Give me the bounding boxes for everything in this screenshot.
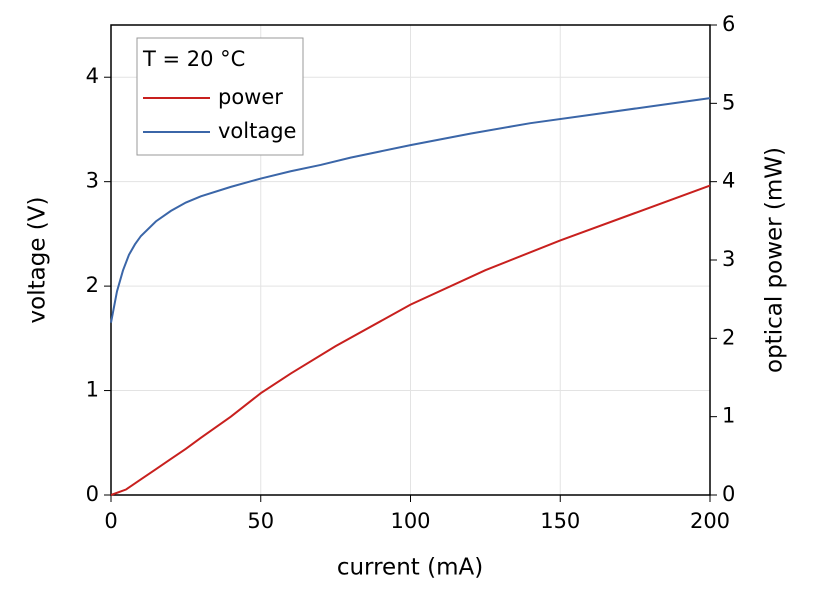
y-tick-label: 3	[86, 169, 99, 193]
y2-tick-label: 3	[722, 247, 735, 271]
x-tick-label: 150	[540, 509, 580, 533]
x-tick-label: 200	[690, 509, 730, 533]
x-tick-label: 0	[104, 509, 117, 533]
legend-title: T = 20 °C	[142, 47, 245, 71]
y2-tick-label: 6	[722, 12, 735, 36]
x-tick-label: 100	[390, 509, 430, 533]
y-axis-label: voltage (V)	[25, 197, 51, 324]
data-line	[110, 97, 711, 323]
y-tick-label: 4	[86, 64, 99, 88]
y2-axis-label: optical power (mW)	[762, 147, 788, 373]
plot-frame	[110, 24, 711, 496]
x-axis-label: current (mA)	[337, 555, 483, 581]
y2-tick-label: 2	[722, 325, 735, 349]
y2-tick-label: 4	[722, 169, 735, 193]
x-tick-label: 50	[247, 509, 274, 533]
legend-box	[136, 37, 304, 156]
y-tick-label: 0	[86, 482, 99, 506]
y-tick-label: 2	[86, 273, 99, 297]
legend-label: power	[218, 85, 283, 109]
data-line	[110, 184, 711, 496]
y2-tick-label: 5	[722, 90, 735, 114]
y2-tick-label: 1	[722, 404, 735, 428]
y-tick-label: 1	[86, 378, 99, 402]
legend-label: voltage	[218, 119, 296, 143]
y2-tick-label: 0	[722, 482, 735, 506]
